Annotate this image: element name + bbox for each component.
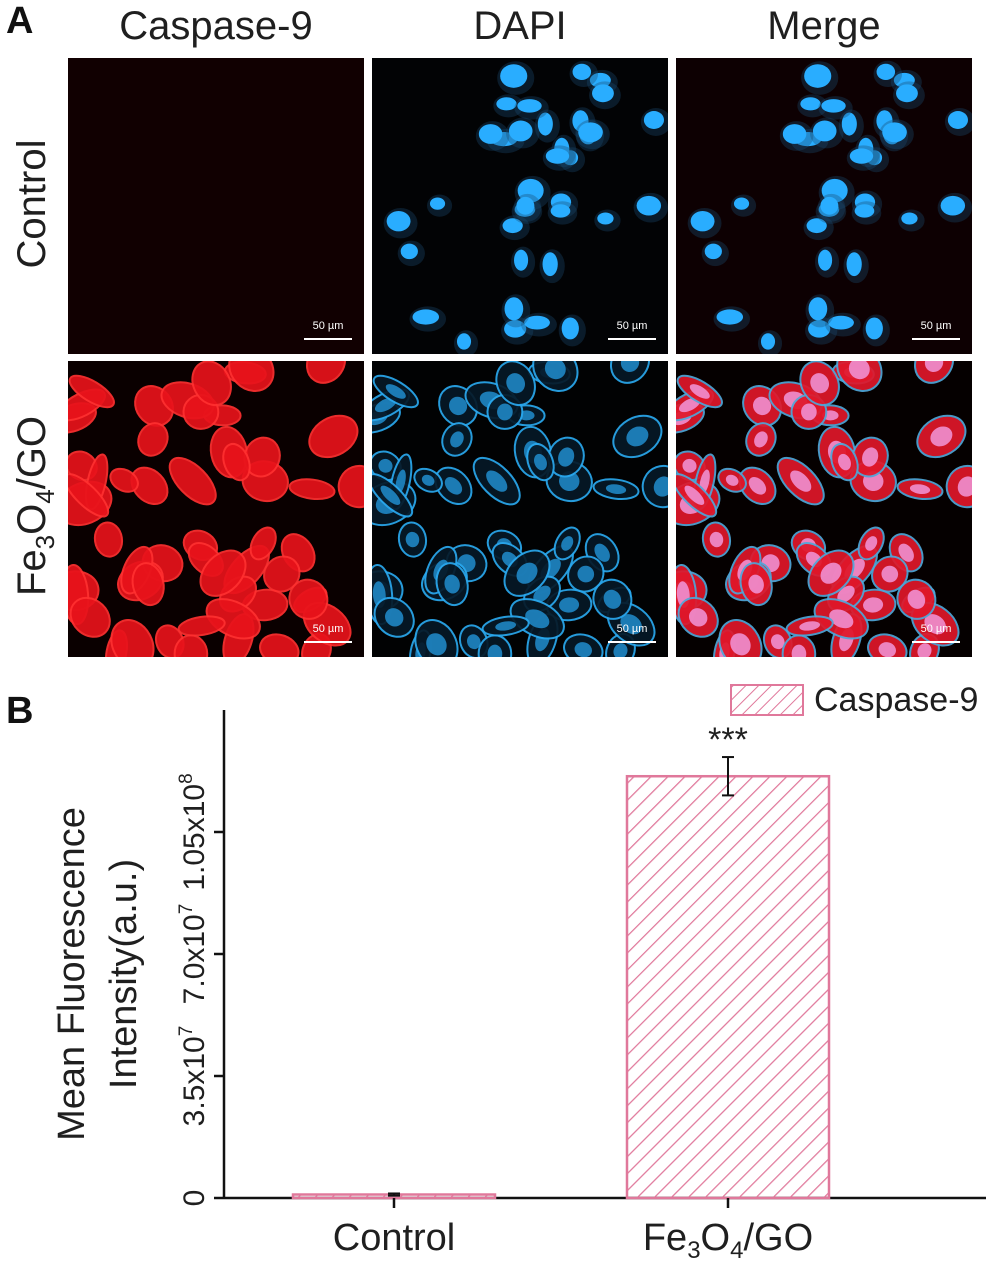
image-control-merge: 50 µm (676, 58, 972, 354)
column-header-caspase9: Caspase-9 (119, 4, 313, 48)
bar-chart: 0 3.5x107 7.0x107 1.05x108 Mean Fluorescence… (51, 710, 986, 1264)
y-axis-title-line1: Mean Fluorescence (51, 807, 93, 1141)
error-bar (388, 1192, 400, 1197)
panel-b-letter: B (6, 690, 34, 732)
image-fe3o4go-dapi: 50 µm (372, 361, 668, 657)
image-control-caspase9: 50 µm (68, 58, 364, 354)
x-tick-label: Fe3O4/GO (643, 1217, 813, 1264)
column-header-merge: Merge (767, 4, 881, 48)
scale-bar: 50 µm (608, 623, 656, 647)
y-tick-label: 3.5x107 (176, 1026, 211, 1127)
bar-fe3o4-go (625, 774, 831, 1200)
row-header-fe3o4-go: Fe3O4/GO (10, 415, 60, 597)
row-header-control: Control (10, 139, 54, 269)
y-tick-label: 1.05x108 (176, 773, 211, 890)
legend-swatch (730, 684, 804, 716)
error-bar (722, 756, 734, 797)
scale-bar: 50 µm (304, 623, 352, 647)
significance-marker: *** (708, 721, 748, 759)
legend-label: Caspase-9 (814, 681, 979, 719)
scale-bar: 50 µm (608, 320, 656, 344)
panel-a-letter: A (6, 0, 34, 42)
scale-bar: 50 µm (912, 623, 960, 647)
y-axis-title-line2: Intensity(a.u.) (103, 859, 145, 1089)
column-header-dapi: DAPI (473, 4, 567, 48)
image-control-dapi: 50 µm (372, 58, 668, 354)
scale-bar: 50 µm (304, 320, 352, 344)
y-tick-label: 7.0x107 (176, 904, 211, 1005)
image-fe3o4go-merge: 50 µm (676, 361, 972, 657)
image-fe3o4go-caspase9: 50 µm (68, 361, 364, 657)
x-tick-label: Control (333, 1217, 456, 1259)
scale-bar: 50 µm (912, 320, 960, 344)
y-tick-label: 0 (178, 1190, 211, 1207)
